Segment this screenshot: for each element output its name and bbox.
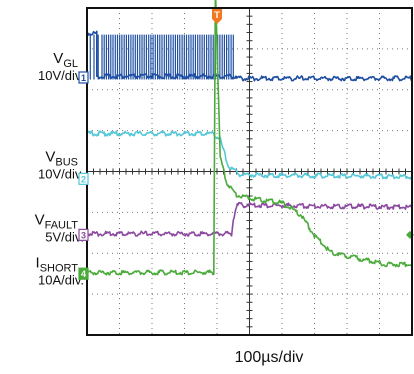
trigger-marker-label: T [214,10,220,20]
channel-ref-number-ch3: 3 [81,230,86,240]
trigger-marker: T [212,9,222,24]
channel-ref-box-ch2 [78,172,89,185]
channel-ref-box-ch3 [78,228,89,241]
trace-ch1-switching [89,34,234,80]
trace-ch4 [86,0,413,276]
channel-ref-tag-ch1: 1 [78,71,89,84]
channel-ref-number-ch1: 1 [81,73,86,83]
channel-name-ch1: V [53,50,63,67]
channel-scale-ch3: 5V/div. [45,230,84,245]
channel-label-ch1: VGL [53,50,78,70]
channel-labels: VGL10V/div.VBUS10V/div.VFAULT5V/div.ISHO… [35,50,84,287]
channel-ref-tag-ch3: 3 [78,228,89,241]
channel-subscript-ch4: SHORT [40,263,79,275]
plot-frame [86,7,413,336]
channel-ref-number-ch4: 4 [81,269,86,279]
trigger-marker-shape [212,9,222,24]
channel-label-ch4: ISHORT [36,255,79,275]
channel-name-ch4: I [36,255,40,272]
trace-ch3 [86,201,413,237]
channel-subscript-ch1: GL [63,58,78,70]
channel-subscript-ch3: FAULT [45,220,79,232]
channel-ref-box-ch4 [78,267,89,280]
trace-ch1 [86,30,413,82]
channel-scale-ch1: 10V/div. [38,68,84,83]
traces [86,0,414,276]
channel-subscript-ch2: BUS [55,156,78,168]
channel-ref-tag-ch4: 4 [78,267,89,280]
x-axis-label: 100µs/div [235,349,304,366]
channel-ref-tag-ch2: 2 [78,172,89,185]
channel-label-ch3: VFAULT [35,212,79,232]
channel-scale-ch2: 10V/div. [38,166,84,181]
channel-name-ch2: V [45,148,55,165]
channel-ref-box-ch1 [78,71,89,84]
channel-name-ch3: V [35,212,45,229]
channel-tags: 1 2 3 4 [78,71,89,280]
channel-scale-ch4: 10A/div. [38,273,84,288]
graticule [86,7,413,336]
trace-ch2 [86,130,413,180]
channel-label-ch2: VBUS [45,148,78,168]
channel-ref-number-ch2: 2 [81,174,86,184]
